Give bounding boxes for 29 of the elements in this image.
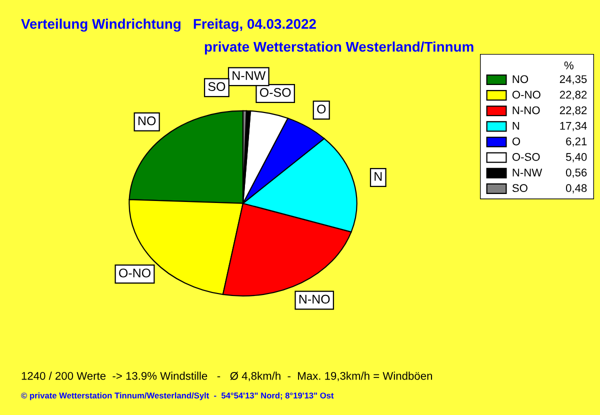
data-label: 22,82: [560, 106, 587, 116]
slice-label: O: [317, 104, 326, 114]
legend-label: N-NW: [512, 168, 542, 176]
data-label: 0,48: [566, 184, 587, 194]
slice-label: NO: [138, 116, 156, 126]
legend-label: SO: [512, 184, 528, 192]
legend-label: O-NO: [512, 90, 540, 99]
slice-label: N: [374, 172, 382, 181]
data-label: 6,21: [566, 137, 587, 147]
data-label: 0,56: [566, 168, 587, 178]
chart-title: Verteilung Windrichtung Freitag, 04.03.2022: [21, 18, 316, 32]
legend-label: N-NO: [512, 106, 540, 114]
legend-label: N: [512, 122, 520, 130]
data-label: 22,82: [560, 90, 587, 100]
data-label: 24,35: [560, 75, 587, 84]
slice-label: N-NW: [232, 71, 266, 80]
category-label: SO: [208, 82, 226, 91]
legend-label: NO: [512, 75, 528, 84]
chart-subtitle: private Wetterstation Westerland/Tinnum: [204, 42, 474, 54]
slice-label: O-NO: [119, 268, 150, 278]
data-label: 5,40: [566, 153, 587, 162]
legend-title: %: [564, 62, 574, 70]
slice-label: N-NO: [299, 294, 330, 304]
text: 1240 / 200 Werte -> 13.9% Windstille - Ø 4,8km/h - Max. 19,3km/h = Windböen: [22, 372, 432, 382]
legend-label: O-SO: [512, 153, 540, 161]
text: © private Wetterstation Tinnum/Westerland/Sylt - 54°54'13" Nord; 8°19'13" Ost: [21, 392, 334, 400]
legend-label: O: [512, 137, 520, 146]
slice-label: O-SO: [260, 88, 291, 97]
data-label: 17,34: [560, 122, 587, 132]
